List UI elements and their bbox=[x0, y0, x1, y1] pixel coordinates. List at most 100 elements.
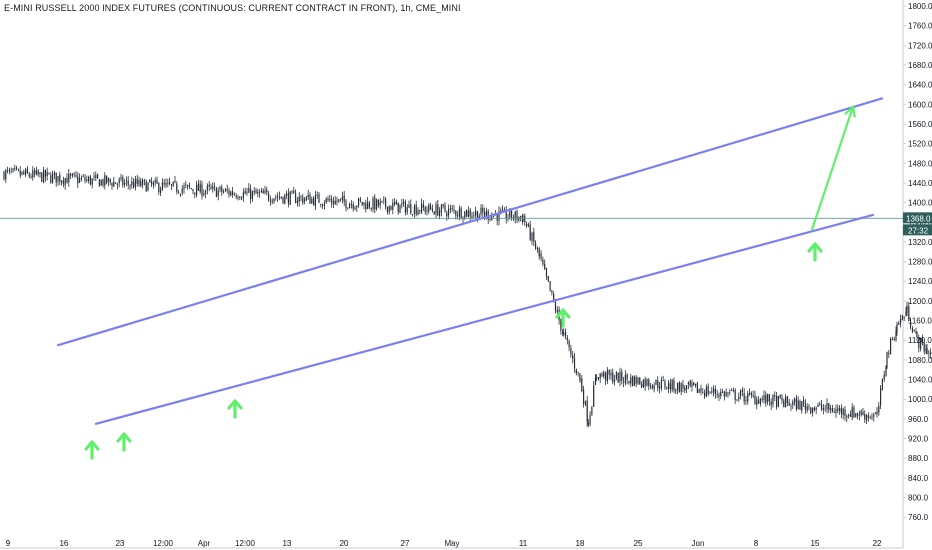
candle-body bbox=[444, 205, 446, 212]
candle-body bbox=[80, 177, 82, 179]
candle-body bbox=[93, 176, 95, 178]
candle-body bbox=[361, 201, 363, 206]
candle-body bbox=[792, 401, 794, 406]
candle-body bbox=[799, 400, 801, 410]
candle-body bbox=[587, 421, 589, 426]
candle-body bbox=[239, 197, 241, 199]
candle-body bbox=[23, 171, 25, 175]
candle-body bbox=[648, 379, 650, 387]
x-tick-label: 25 bbox=[634, 539, 643, 548]
candle-body bbox=[210, 187, 212, 189]
candle-body bbox=[689, 381, 691, 387]
x-tick-label: 13 bbox=[283, 539, 292, 548]
candle-body bbox=[644, 379, 646, 387]
candle-body bbox=[913, 330, 915, 332]
candle-body bbox=[846, 416, 848, 418]
candle-body bbox=[489, 218, 491, 220]
candle-body bbox=[617, 372, 619, 383]
y-tick-label: 1080.0 bbox=[908, 356, 932, 365]
candle-body bbox=[223, 191, 225, 193]
candle-body bbox=[142, 179, 144, 186]
candle-body bbox=[334, 200, 336, 205]
candle-body bbox=[874, 413, 877, 415]
candle-body bbox=[685, 385, 688, 390]
candle-body bbox=[545, 267, 548, 277]
candle-body bbox=[709, 392, 711, 394]
candle-body bbox=[174, 180, 176, 183]
candle-body bbox=[62, 180, 64, 184]
candle-body bbox=[203, 193, 205, 195]
candle-body bbox=[891, 339, 893, 340]
candle-body bbox=[568, 340, 570, 348]
candle-body bbox=[718, 394, 720, 397]
candle-body bbox=[35, 170, 37, 175]
candle-body bbox=[911, 328, 913, 332]
candle-body bbox=[860, 411, 862, 415]
y-tick-label: 1480.0 bbox=[908, 159, 932, 168]
candle-body bbox=[53, 172, 55, 175]
candle-body bbox=[331, 198, 333, 203]
candle-body bbox=[680, 383, 682, 392]
candle-body bbox=[363, 202, 365, 205]
y-tick-label: 920.0 bbox=[908, 435, 929, 444]
candle-body bbox=[14, 167, 16, 169]
candle-body bbox=[187, 184, 189, 187]
candle-body bbox=[289, 191, 291, 205]
candle-body bbox=[765, 394, 767, 403]
x-tick-label: 15 bbox=[811, 539, 820, 548]
candle-body bbox=[560, 319, 562, 331]
candle-body bbox=[147, 182, 149, 191]
candle-body bbox=[17, 169, 19, 171]
up-arrow-head bbox=[807, 242, 823, 253]
candle-body bbox=[826, 403, 828, 410]
candle-body bbox=[655, 379, 657, 385]
candle-body bbox=[300, 195, 302, 197]
candle-body bbox=[95, 175, 97, 179]
candle-body bbox=[635, 376, 637, 384]
candle-body bbox=[151, 181, 153, 185]
y-tick-label: 1000.0 bbox=[908, 395, 932, 404]
candle-body bbox=[358, 198, 360, 206]
x-tick-label: 8 bbox=[754, 539, 759, 548]
y-tick-label: 1520.0 bbox=[908, 140, 932, 149]
candle-body bbox=[551, 290, 553, 293]
candle-body bbox=[230, 191, 232, 196]
candle-body bbox=[811, 408, 814, 413]
candle-body bbox=[893, 338, 895, 340]
candle-body bbox=[562, 331, 564, 334]
candle-body bbox=[41, 172, 43, 182]
candle-body bbox=[10, 170, 12, 172]
candle-body bbox=[233, 194, 235, 196]
candle-body bbox=[232, 191, 234, 195]
candle-body bbox=[237, 196, 239, 199]
candle-body bbox=[383, 199, 385, 201]
candle-body bbox=[613, 379, 616, 382]
candle-body bbox=[802, 399, 805, 404]
candle-body bbox=[883, 374, 885, 380]
candle-body bbox=[612, 372, 614, 383]
candle-body bbox=[214, 186, 216, 188]
candle-body bbox=[793, 399, 796, 402]
candle-body bbox=[136, 179, 138, 185]
candle-body bbox=[529, 224, 531, 240]
candle-body bbox=[784, 396, 787, 408]
candle-body bbox=[287, 192, 289, 204]
candle-body bbox=[395, 201, 397, 205]
candle-body bbox=[908, 305, 910, 322]
candle-body bbox=[228, 190, 230, 195]
candle-body bbox=[275, 197, 277, 199]
candle-body bbox=[716, 394, 718, 395]
candle-body bbox=[639, 377, 641, 385]
candle-body bbox=[277, 196, 279, 198]
candle-body bbox=[759, 398, 761, 404]
candle-body bbox=[91, 178, 93, 185]
candle-body bbox=[467, 210, 469, 217]
candle-body bbox=[435, 204, 437, 215]
candle-body bbox=[385, 198, 387, 207]
candle-body bbox=[129, 185, 131, 187]
candle-body bbox=[878, 405, 880, 413]
candle-body bbox=[448, 208, 450, 216]
candle-body bbox=[48, 172, 50, 174]
candle-body bbox=[520, 216, 522, 218]
